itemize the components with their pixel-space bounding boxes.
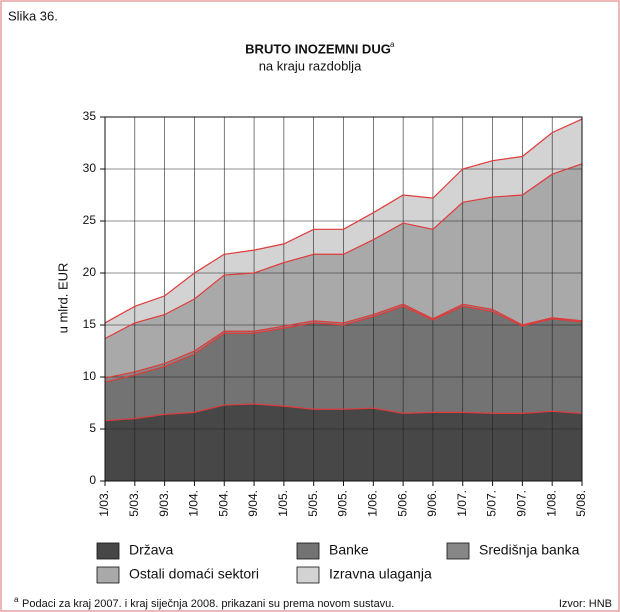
figure-label: Slika 36. <box>8 8 58 23</box>
x-tick-label: 9/05. <box>336 490 350 517</box>
x-tick-label: 9/04. <box>246 490 260 517</box>
area-edge <box>104 303 583 379</box>
legend-swatch <box>446 542 470 560</box>
x-tick-label: 5/05. <box>306 490 320 517</box>
x-tick-label: 5/08. <box>574 490 588 517</box>
title-marker: a <box>390 40 395 49</box>
x-tick-label: 1/04. <box>187 490 201 517</box>
x-tick-label: 1/03. <box>97 490 111 517</box>
legend-label: Središnja banka <box>479 542 580 558</box>
source: Izvor: HNB <box>559 598 612 610</box>
x-tick-label: 5/04. <box>216 490 230 517</box>
y-tick-label: 35 <box>83 109 97 123</box>
legend-swatch <box>96 542 120 560</box>
area-edge <box>104 163 583 340</box>
legend-label: Država <box>129 542 174 558</box>
x-tick-label: 1/08. <box>544 490 558 517</box>
legend-label: Izravna ulaganja <box>329 566 432 582</box>
x-tick-label: 1/06. <box>365 490 379 517</box>
y-tick-label: 25 <box>83 213 97 227</box>
area-edge <box>104 403 583 422</box>
x-tick-label: 9/07. <box>515 490 529 517</box>
legend-label: Banke <box>329 542 369 558</box>
y-tick-label: 0 <box>89 473 96 487</box>
y-tick-label: 30 <box>83 161 97 175</box>
area-edge <box>104 305 583 383</box>
x-tick-label: 9/03. <box>157 490 171 517</box>
y-tick-label: 5 <box>89 421 96 435</box>
footnote: Podaci za kraj 2007. i kraj siječnja 200… <box>22 598 394 610</box>
x-tick-label: 9/06. <box>425 490 439 517</box>
y-axis-label: u mlrd. EUR <box>55 263 70 334</box>
y-tick-label: 15 <box>83 317 97 331</box>
x-tick-label: 5/06. <box>395 490 409 517</box>
x-tick-label: 5/03. <box>127 490 141 517</box>
footnote-marker: a <box>14 595 19 604</box>
chart-subtitle: na kraju razdoblja <box>259 58 362 73</box>
legend-swatch <box>96 566 120 584</box>
x-tick-label: 5/07. <box>485 490 499 517</box>
legend-label: Ostali domaći sektori <box>129 566 259 582</box>
y-tick-label: 20 <box>83 265 97 279</box>
legend-swatch <box>296 566 320 584</box>
area-edge <box>104 118 583 324</box>
chart-title: BRUTO INOZEMNI DUG <box>245 41 391 56</box>
x-tick-label: 1/05. <box>276 490 290 517</box>
y-tick-label: 10 <box>83 369 97 383</box>
legend-swatch <box>296 542 320 560</box>
x-tick-label: 1/07. <box>455 490 469 517</box>
